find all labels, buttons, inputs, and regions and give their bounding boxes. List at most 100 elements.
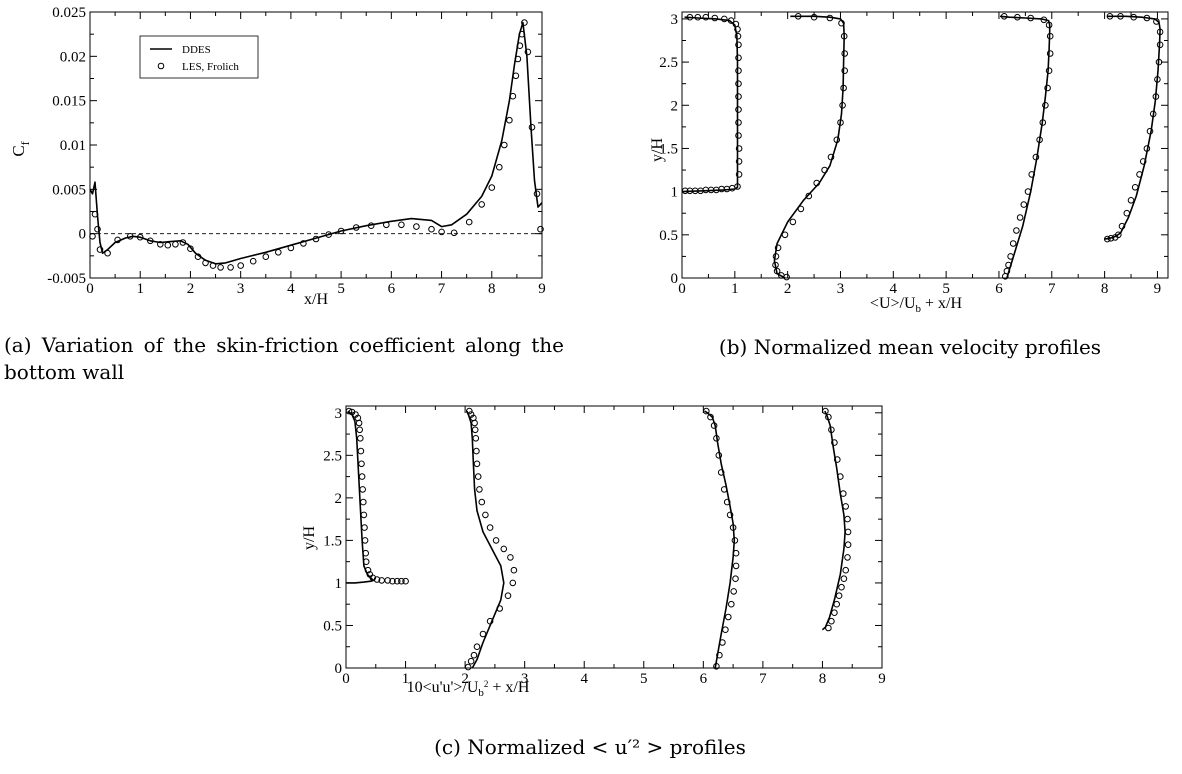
chart-c-les-point	[725, 613, 732, 621]
chart-c-les-point	[357, 447, 365, 455]
chart-b-xtick-label: 6	[995, 281, 1003, 297]
chart-c-les-point	[732, 575, 739, 582]
chart-a-les-point	[300, 240, 307, 247]
chart-c-les-point	[492, 537, 500, 544]
chart-a-les-point	[537, 225, 544, 233]
chart-a-xtick-label: 9	[538, 281, 546, 297]
chart-c-les-point	[358, 473, 366, 480]
chart-c-les-point	[362, 558, 370, 565]
chart-b-les-point	[1143, 145, 1151, 152]
chart-c-les-point	[728, 600, 735, 608]
chart-c-les-point	[476, 486, 483, 493]
chart-b-les-point	[1014, 13, 1021, 21]
chart-c-les-point	[722, 626, 729, 633]
chart-a-les-point	[367, 222, 375, 229]
chart-a-xtick-label: 6	[388, 281, 396, 297]
chart-a-les-point	[126, 233, 134, 240]
chart-c-les-point	[364, 566, 372, 574]
chart-a-les-point	[312, 235, 320, 243]
chart-a-legend-les-label: LES, Frolich	[182, 61, 239, 73]
chart-a-les-point	[227, 264, 234, 271]
chart-b-les-point	[1005, 261, 1012, 269]
chart-c-les-point	[723, 498, 731, 506]
chart-b-les-point	[694, 13, 702, 21]
chart-c-les-point	[730, 588, 738, 595]
chart-c-les-point	[720, 486, 728, 493]
chart-a-les-point	[164, 241, 172, 249]
chart-b-les-point	[718, 185, 725, 193]
chart-b-les-point	[1007, 253, 1014, 260]
chart-a-les-point	[514, 55, 522, 63]
chart-c-les-point	[473, 460, 481, 468]
chart-b-les-point	[789, 218, 797, 226]
chart-c-les-point	[356, 426, 364, 434]
chart-b-les-point	[821, 166, 828, 174]
chart-a-skin-friction: Cf x/H 0 1 2 3 4 5 6 7 8 9-0.00500.0050.010.0150.…	[9, 5, 546, 308]
chart-b-les-point	[735, 132, 742, 139]
chart-c-les-point	[496, 605, 503, 612]
chart-a-les-point	[518, 30, 526, 38]
chart-b-xtick-label: 3	[837, 281, 845, 297]
chart-b-les-point	[1003, 267, 1011, 275]
chart-c-les-point	[713, 663, 720, 670]
chart-c-les-point	[482, 511, 489, 519]
chart-c-les-point	[703, 407, 710, 415]
chart-c-les-point	[844, 515, 851, 523]
chart-a-les-point	[428, 225, 435, 233]
chart-b-les-point	[1040, 16, 1048, 24]
chart-b-les-point	[1027, 14, 1035, 22]
chart-c-normal-stress: y/H 10<u'u'>/Ub2 + x/H 0 1 2 3 4 5 6 7 8 900.511.…	[301, 405, 886, 699]
chart-a-les-point	[465, 218, 473, 226]
chart-c-les-point	[731, 537, 739, 544]
chart-a-ytick-label: 0.02	[60, 49, 86, 65]
chart-b-les-point	[1123, 209, 1131, 217]
chart-b-les-point	[735, 41, 742, 49]
chart-c-xtick-label: 8	[819, 671, 827, 687]
chart-b-les-point	[1045, 21, 1053, 29]
chart-c-les-point	[486, 617, 494, 625]
chart-b-les-point	[1107, 235, 1115, 242]
chart-b-les-point	[833, 136, 841, 144]
chart-a-les-point	[521, 19, 528, 26]
chart-b-les-point	[1136, 171, 1143, 178]
chart-b-les-point	[1000, 12, 1008, 20]
chart-c-les-point	[360, 511, 368, 519]
chart-b-les-point	[841, 67, 848, 74]
chart-b-les-point	[774, 244, 782, 252]
chart-a-legend: DDES LES, Frolich	[139, 35, 259, 79]
chart-b-les-point	[772, 261, 779, 269]
chart-b-les-point	[1146, 127, 1154, 135]
caption-c: (c) Normalized < u′² > profiles	[434, 735, 746, 759]
chart-c-les-point	[710, 422, 718, 429]
chart-c-les-point	[833, 600, 841, 608]
chart-c-les-point	[348, 408, 356, 416]
chart-c-les-point	[732, 562, 740, 570]
chart-b-les-point	[735, 145, 743, 152]
chart-b-les-point	[1104, 235, 1111, 243]
chart-b-les-point	[1127, 197, 1135, 204]
chart-a-les-point	[187, 245, 194, 252]
chart-b-les-point	[772, 253, 780, 260]
chart-a-ytick-label: 0.01	[60, 138, 86, 154]
chart-b-les-point	[1152, 93, 1160, 100]
chart-b-les-point	[1042, 102, 1049, 109]
chart-c-xtick-label: 5	[640, 671, 648, 687]
chart-c-les-point	[822, 407, 829, 415]
chart-b-xtick-label: 2	[784, 281, 792, 297]
chart-c-les-point	[366, 571, 374, 578]
chart-c-les-point	[470, 651, 478, 659]
chart-a-xtick-label: 5	[337, 281, 345, 297]
chart-c-les-point	[478, 498, 486, 506]
chart-a-ylabel: Cf	[9, 141, 32, 156]
chart-c-les-point	[842, 503, 850, 510]
chart-a-ytick-label: 0	[79, 227, 87, 243]
chart-a-xtick-label: 7	[438, 281, 446, 297]
chart-c-les-point	[471, 426, 479, 434]
chart-c-les-point	[707, 413, 714, 421]
chart-b-les-point	[1046, 32, 1054, 40]
chart-c-les-point	[831, 609, 838, 616]
chart-c-les-point	[393, 577, 401, 585]
chart-c-les-point	[844, 528, 852, 536]
chart-b-les-point	[702, 13, 710, 21]
chart-b-les-point	[1036, 136, 1043, 144]
